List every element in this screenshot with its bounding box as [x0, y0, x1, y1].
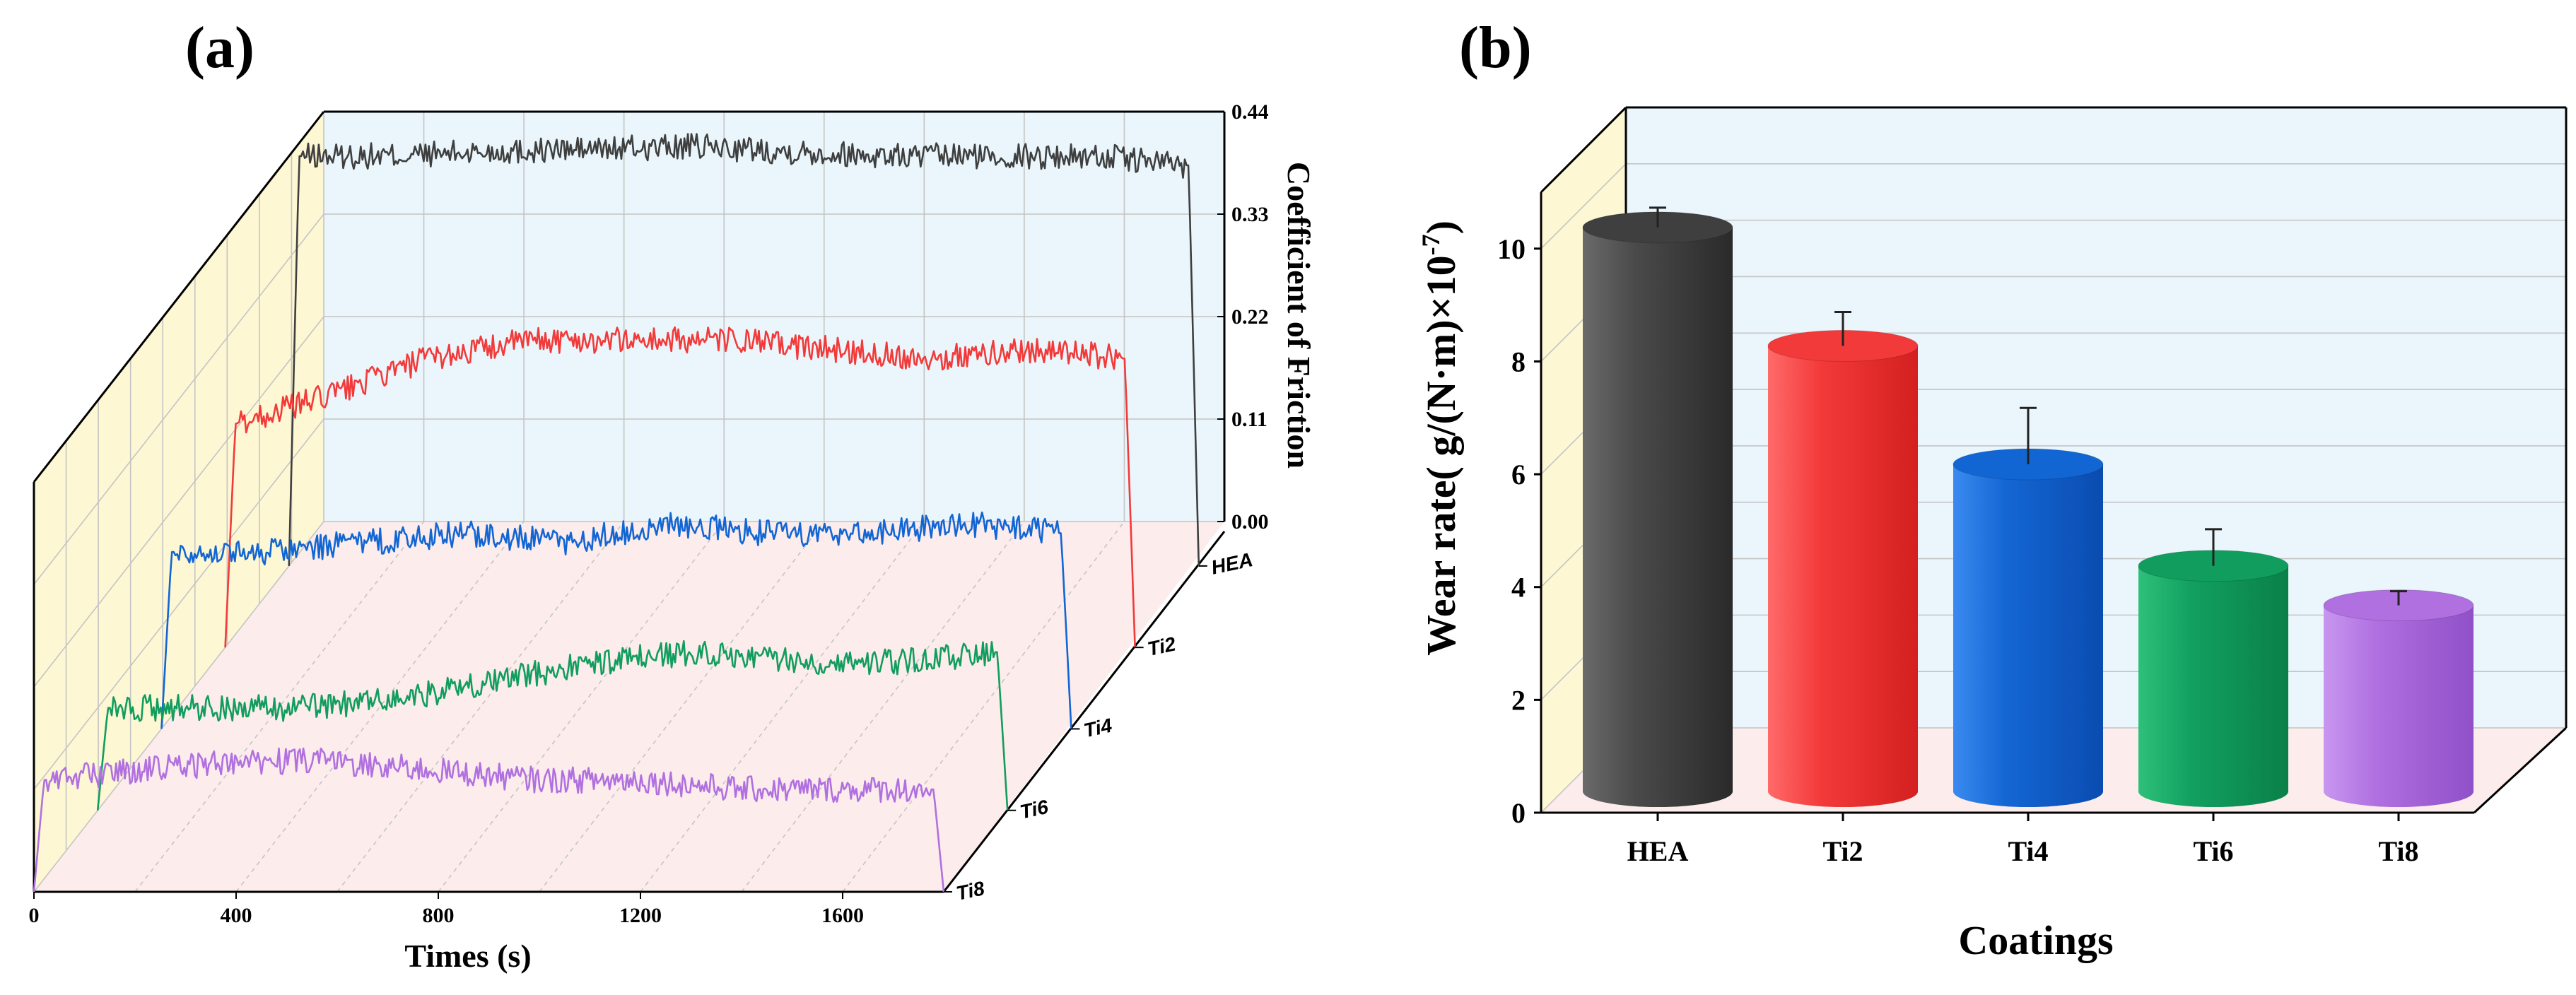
series-line-HEA — [288, 133, 1200, 566]
x-tick-labels: 0 400 800 1200 1600 — [29, 892, 864, 927]
y-tick-label: 4 — [1511, 572, 1526, 604]
z-tick-label: 0.33 — [1231, 203, 1269, 226]
series-axis-label-HEA: HEA — [1210, 548, 1255, 579]
z-tick-label: 0.22 — [1231, 305, 1269, 329]
floor-plane — [34, 522, 1224, 892]
x-tick-label-Ti8: Ti8 — [2378, 835, 2418, 867]
bar-Ti8 — [2323, 589, 2474, 807]
z-tick-label: 0.44 — [1231, 100, 1269, 124]
series-axis-label-Ti6: Ti6 — [1018, 796, 1050, 823]
panel-b: (b) 0 2 4 6 8 10 HEA Ti2 Ti4 Ti6 Ti8 Coatings Wea… — [1417, 15, 2568, 963]
series-line-Ti4 — [160, 511, 1072, 729]
x-tick-labels: HEA Ti2 Ti4 Ti6 Ti8 — [1627, 813, 2419, 867]
bar-HEA — [1582, 206, 1733, 807]
y-tick-label: 6 — [1511, 459, 1526, 490]
bars-group — [1582, 206, 2474, 807]
y-axis-label: Wear rate( g/(N·m)×10-7) — [1417, 220, 1464, 656]
bar-body-Ti4 — [1953, 464, 2103, 807]
bar-body-Ti2 — [1768, 346, 1918, 807]
panel-a-label: (a) — [185, 15, 254, 81]
y-axis-label-close: ) — [1418, 220, 1464, 234]
series-axis-label-Ti2: Ti2 — [1145, 632, 1178, 660]
z-tick-label: 0.11 — [1231, 408, 1267, 431]
x-axis-label: Times (s) — [404, 938, 531, 974]
x-axis-label: Coatings — [1958, 917, 2113, 963]
bar-body-Ti6 — [2138, 565, 2288, 807]
series-axis-label-Ti8: Ti8 — [954, 877, 987, 905]
y-tick-label: 10 — [1497, 233, 1526, 265]
y-axis-label-main: Wear rate( g/(N·m)×10 — [1418, 255, 1464, 656]
series-line-Ti2 — [224, 326, 1136, 648]
panel-a: (a) 0 400 800 1200 1600 0.00 0.11 0.22 0.33 0.44… — [29, 15, 1318, 974]
x-tick-label: 1600 — [821, 904, 864, 927]
bar-Ti2 — [1767, 311, 1919, 807]
y-tick-label: 8 — [1511, 346, 1526, 377]
bar-body-Ti8 — [2324, 605, 2473, 807]
z-tick-labels: 0.00 0.11 0.22 0.33 0.44 — [1217, 100, 1269, 534]
y-axis-label-exponent: -7 — [1417, 234, 1445, 255]
z-tick-label: 0.00 — [1231, 510, 1269, 534]
x-tick-label: 0 — [29, 904, 40, 927]
x-tick-label: 1200 — [619, 904, 662, 927]
x-tick-label-Ti2: Ti2 — [1822, 835, 1863, 867]
series-line-Ti8 — [33, 747, 945, 893]
x-tick-label-Ti4: Ti4 — [2008, 835, 2048, 867]
series-axis-label-Ti4: Ti4 — [1082, 714, 1114, 742]
x-tick-label: 800 — [423, 904, 455, 927]
x-tick-label: 400 — [221, 904, 252, 927]
y-tick-label: 2 — [1511, 684, 1526, 716]
x-tick-label-Ti6: Ti6 — [2193, 835, 2233, 867]
x-tick-label-HEA: HEA — [1627, 835, 1689, 867]
z-axis-label: Coefficient of Friction — [1281, 162, 1317, 469]
bar-body-HEA — [1583, 227, 1733, 807]
panel-b-label: (b) — [1459, 15, 1532, 81]
y-tick-labels: 0 2 4 6 8 10 — [1497, 233, 1541, 829]
series-group — [33, 133, 1200, 893]
bar-Ti4 — [1953, 406, 2104, 807]
series-line-Ti6 — [96, 640, 1009, 811]
bar-Ti6 — [2138, 528, 2289, 807]
y-tick-label: 0 — [1511, 797, 1526, 829]
